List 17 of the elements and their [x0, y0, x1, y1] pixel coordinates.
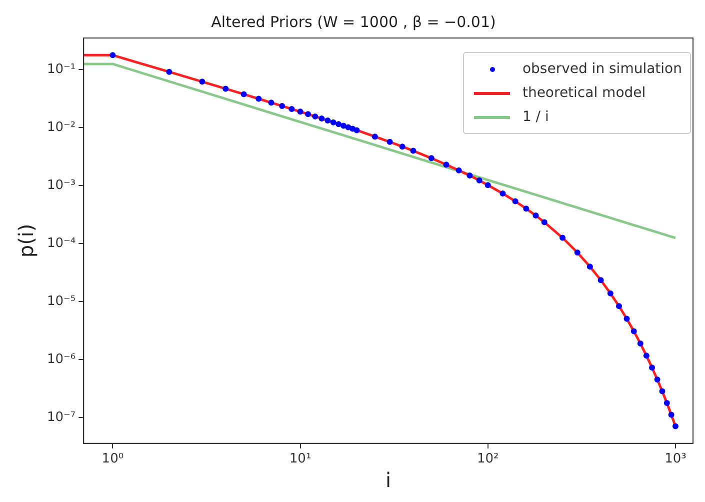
chart-title: Altered Priors (W = 1000 , β = −0.01)	[211, 12, 496, 31]
y-tick-label: 10⁻³	[46, 178, 76, 193]
legend-label: observed in simulation	[522, 61, 682, 77]
y-tick-label: 10⁻⁷	[46, 410, 76, 426]
x-tick-label: 10²	[476, 452, 499, 467]
y-axis-title: p(i)	[14, 224, 38, 258]
x-axis-title: i	[386, 468, 392, 492]
y-tick-label: 10⁻²	[46, 120, 76, 135]
x-tick-label: 10⁰	[102, 452, 124, 467]
y-tick-label: 10⁻¹	[46, 62, 76, 77]
legend-label: theoretical model	[522, 85, 646, 101]
x-tick-label: 10³	[664, 452, 686, 467]
y-tick-label: 10⁻⁵	[46, 294, 76, 309]
legend-label: 1 / i	[522, 109, 549, 125]
x-tick-label: 10¹	[289, 452, 312, 467]
y-tick-label: 10⁻⁴	[46, 236, 76, 251]
y-tick-label: 10⁻⁶	[46, 352, 76, 368]
